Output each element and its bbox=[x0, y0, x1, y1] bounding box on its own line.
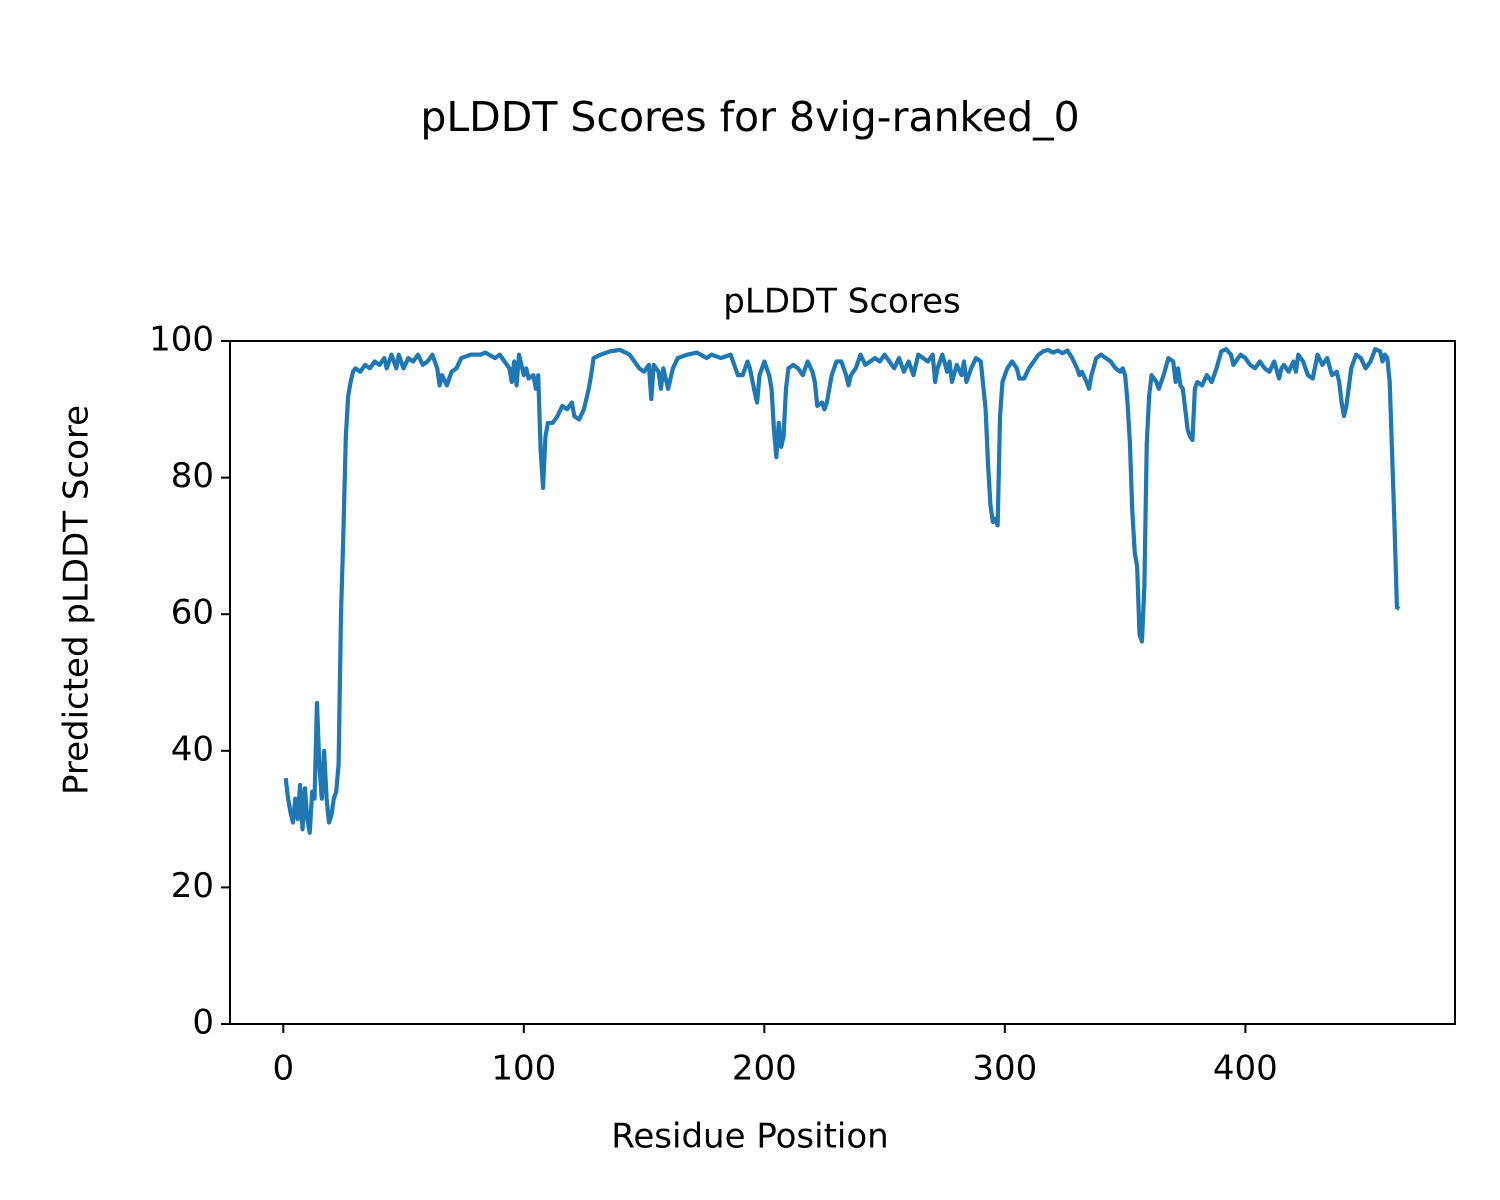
x-tick-label: 200 bbox=[732, 1049, 797, 1089]
y-tick-label: 0 bbox=[192, 1003, 214, 1043]
x-tick-label: 100 bbox=[491, 1049, 556, 1089]
x-tick-label: 400 bbox=[1213, 1049, 1278, 1089]
plot-frame bbox=[229, 340, 1456, 1025]
data-line bbox=[283, 347, 1401, 835]
y-tick-label: 40 bbox=[171, 729, 214, 769]
y-tick-label: 80 bbox=[171, 456, 214, 496]
x-axis-label: Residue Position bbox=[611, 1117, 888, 1157]
x-tick-label: 0 bbox=[272, 1049, 294, 1089]
y-axis-label: Predicted pLDDT Score bbox=[57, 405, 97, 795]
y-tick-label: 60 bbox=[171, 593, 214, 633]
figure-title: pLDDT Scores for 8vig-ranked_0 bbox=[420, 93, 1079, 141]
x-tick-label: 300 bbox=[972, 1049, 1037, 1089]
y-tick-label: 20 bbox=[171, 866, 214, 906]
axes-title: pLDDT Scores bbox=[723, 282, 960, 322]
y-tick-label: 100 bbox=[149, 320, 214, 360]
